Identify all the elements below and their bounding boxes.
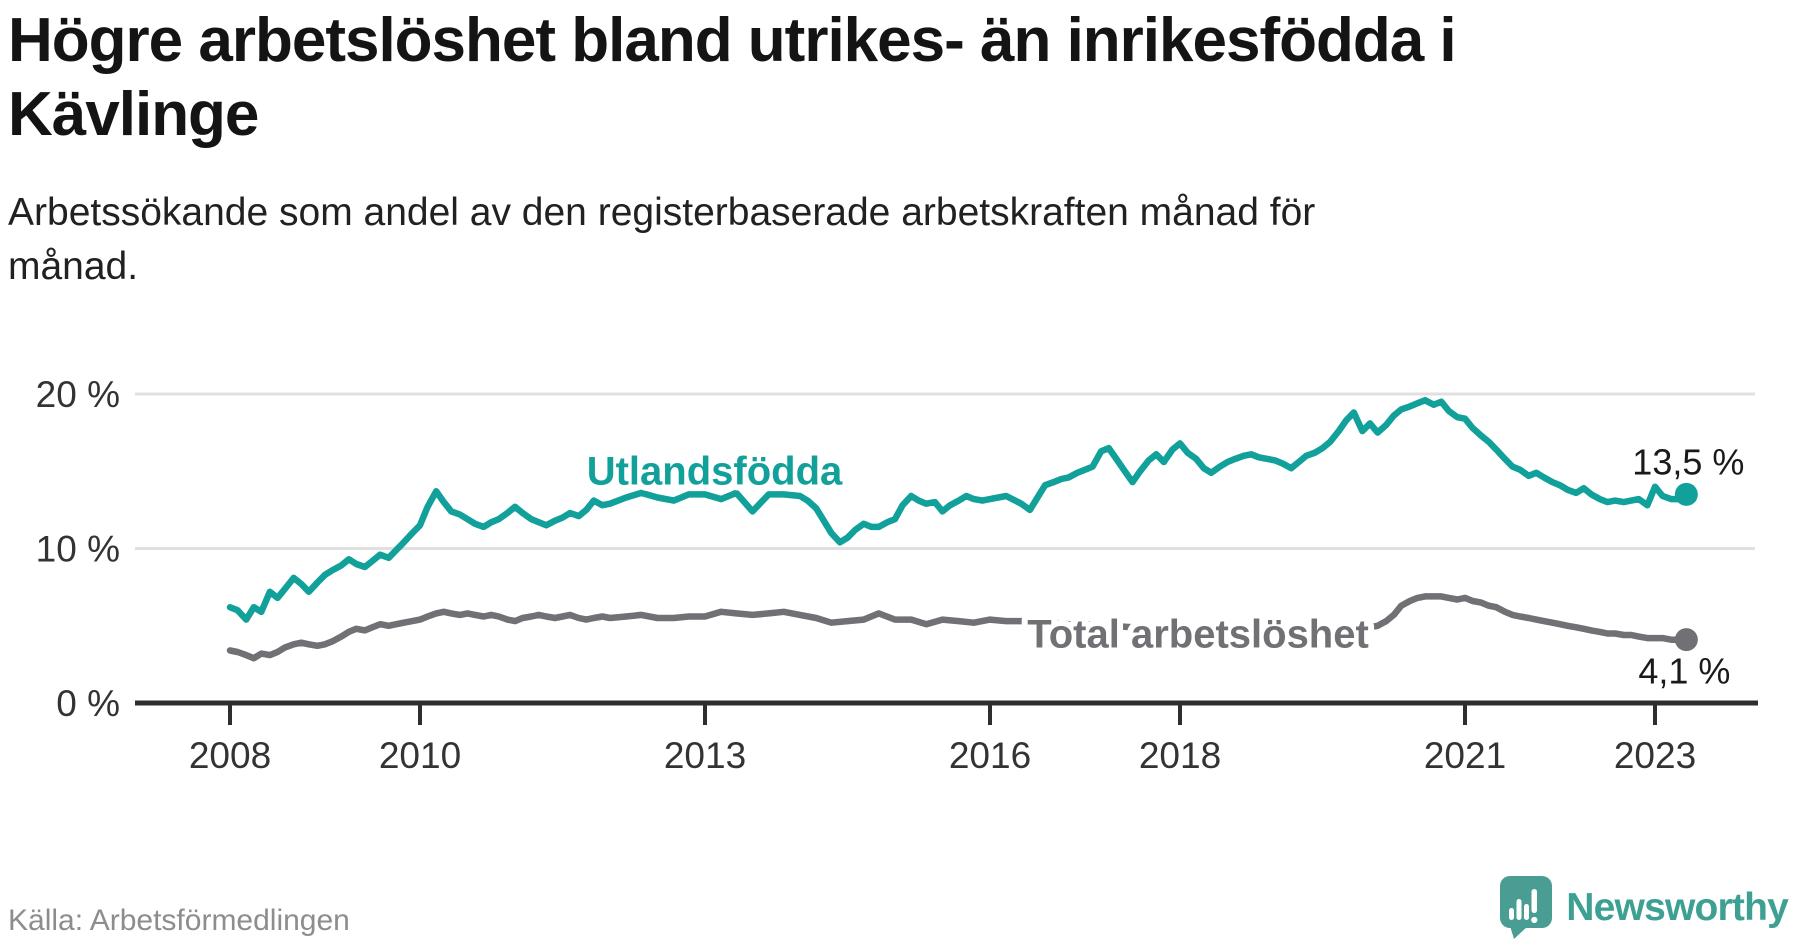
logo-bar-2 [1516,899,1522,920]
x-tick-label-2008: 2008 [189,735,271,776]
series-line-0 [226,396,1690,623]
series-end-value-0: 13,5 % [1632,441,1744,482]
x-tick-label-2018: 2018 [1139,735,1221,776]
logo-exclamation-dot [1531,916,1538,924]
y-tick-label-20: 20 % [36,374,120,415]
y-tick-label-0: 0 % [56,683,120,724]
page-title: Högre arbetslöshet bland utrikes- än inr… [8,6,1457,149]
logo-bar-3 [1524,904,1530,920]
series-end-value-1: 4,1 % [1638,651,1730,692]
series-end-dot-1 [1674,628,1698,652]
series-label-0: Utlandsfödda [587,449,843,493]
y-tick-label-10: 10 % [36,529,120,570]
x-tick-label-2021: 2021 [1424,735,1506,776]
source-note: Källa: Arbetsförmedlingen [8,904,350,937]
series-end-dot-0 [1674,482,1698,506]
logo-bar-1 [1509,908,1515,920]
newsworthy-logo-icon [1500,876,1553,939]
x-tick-label-2016: 2016 [949,735,1031,776]
x-tick-label-2010: 2010 [379,735,461,776]
brand-name: Newsworthy [1566,886,1789,929]
series-label-1: Total arbetslöshet [1027,612,1369,656]
series-line-1 [226,593,1690,662]
x-tick-label-2023: 2023 [1614,735,1696,776]
x-tick-label-2013: 2013 [664,735,746,776]
page-subtitle: Arbetssökande som andel av den registerb… [8,191,1316,288]
newsworthy-brand: Newsworthy [1500,876,1789,940]
logo-exclamation-bar [1531,889,1538,913]
